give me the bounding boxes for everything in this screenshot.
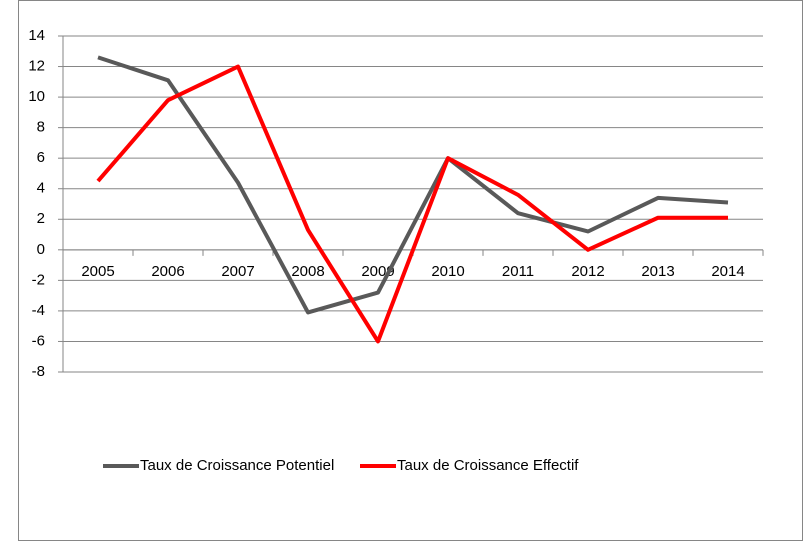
x-tick-label: 2005 <box>81 263 114 280</box>
x-tick-label: 2012 <box>571 263 604 280</box>
y-tick-label: -2 <box>32 271 45 288</box>
legend-label: Taux de Croissance Potentiel <box>140 457 334 474</box>
series-line <box>96 64 728 344</box>
y-tick-label: 4 <box>37 180 45 197</box>
x-tick-label: 2008 <box>291 263 324 280</box>
x-tick-label: 2014 <box>711 263 744 280</box>
y-tick-label: -8 <box>32 363 45 380</box>
y-tick-label: 14 <box>28 27 45 44</box>
legend-label: Taux de Croissance Effectif <box>397 457 579 474</box>
y-tick-label: 6 <box>37 149 45 166</box>
chart-frame <box>18 0 803 541</box>
x-tick-label: 2010 <box>431 263 464 280</box>
y-tick-label: -6 <box>32 332 45 349</box>
x-tick-label: 2011 <box>502 263 534 280</box>
y-tick-label: -4 <box>32 302 45 319</box>
x-tick-label: 2013 <box>641 263 674 280</box>
y-tick-label: 8 <box>37 119 45 136</box>
x-tick-label: 2007 <box>221 263 254 280</box>
series-line <box>97 55 729 315</box>
y-tick-label: 2 <box>37 210 45 227</box>
y-tick-label: 10 <box>28 88 45 105</box>
y-tick-label: 0 <box>37 241 45 258</box>
y-tick-label: 12 <box>28 58 45 75</box>
x-tick-label: 2006 <box>151 263 184 280</box>
